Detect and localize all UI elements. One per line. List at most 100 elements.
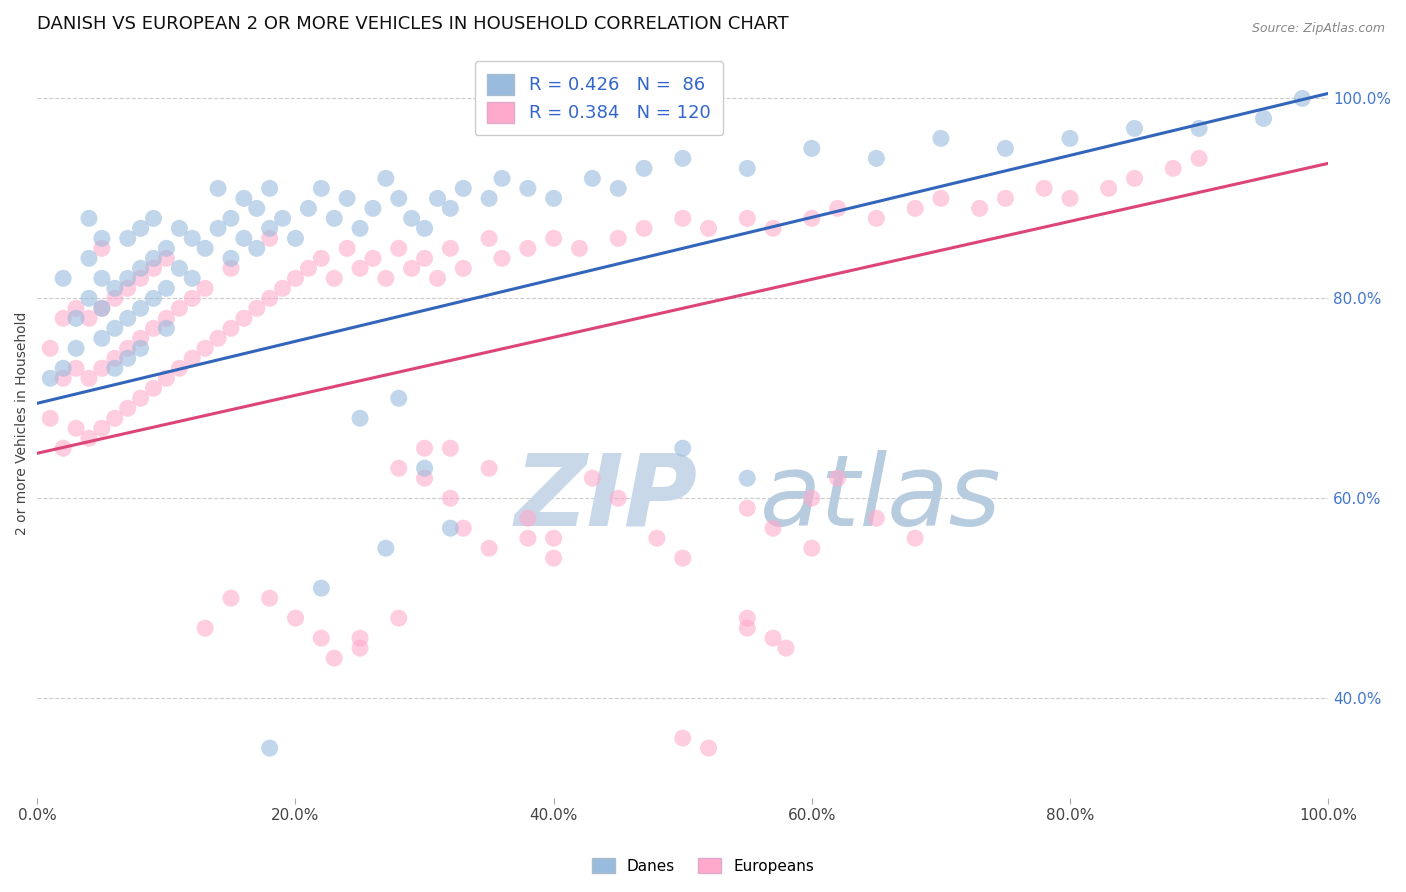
Europeans bbox=[194, 621, 217, 635]
Europeans bbox=[77, 311, 100, 326]
Danes bbox=[401, 211, 423, 226]
Text: atlas: atlas bbox=[761, 450, 1002, 547]
Europeans bbox=[1033, 181, 1056, 195]
Danes bbox=[142, 252, 165, 266]
Danes bbox=[361, 202, 384, 216]
Europeans bbox=[401, 261, 423, 276]
Europeans bbox=[65, 421, 87, 435]
Europeans bbox=[735, 211, 758, 226]
Europeans bbox=[39, 411, 62, 425]
Europeans bbox=[929, 191, 952, 205]
Danes bbox=[129, 301, 152, 316]
Danes bbox=[207, 181, 229, 195]
Europeans bbox=[762, 221, 785, 235]
Europeans bbox=[77, 431, 100, 445]
Europeans bbox=[491, 252, 513, 266]
Danes bbox=[516, 181, 538, 195]
Danes bbox=[219, 252, 242, 266]
Europeans bbox=[1059, 191, 1081, 205]
Danes bbox=[142, 291, 165, 305]
Danes bbox=[1253, 112, 1275, 126]
Europeans bbox=[516, 531, 538, 545]
Danes bbox=[478, 191, 501, 205]
Europeans bbox=[762, 631, 785, 645]
Danes bbox=[142, 211, 165, 226]
Europeans bbox=[413, 252, 436, 266]
Europeans bbox=[775, 641, 797, 656]
Danes bbox=[453, 181, 475, 195]
Danes bbox=[104, 321, 127, 335]
Danes bbox=[491, 171, 513, 186]
Europeans bbox=[77, 371, 100, 385]
Danes bbox=[1291, 91, 1313, 105]
Europeans bbox=[219, 321, 242, 335]
Danes bbox=[413, 221, 436, 235]
Europeans bbox=[1123, 171, 1146, 186]
Danes bbox=[311, 581, 333, 595]
Text: ZIP: ZIP bbox=[515, 450, 697, 547]
Danes bbox=[543, 191, 565, 205]
Europeans bbox=[336, 241, 359, 255]
Europeans bbox=[645, 531, 668, 545]
Europeans bbox=[374, 271, 396, 285]
Europeans bbox=[439, 241, 461, 255]
Europeans bbox=[904, 531, 927, 545]
Danes bbox=[426, 191, 449, 205]
Europeans bbox=[865, 511, 887, 525]
Europeans bbox=[155, 371, 177, 385]
Europeans bbox=[800, 491, 823, 506]
Europeans bbox=[117, 341, 139, 355]
Danes bbox=[104, 281, 127, 295]
Europeans bbox=[1161, 161, 1184, 176]
Europeans bbox=[349, 631, 371, 645]
Danes bbox=[155, 321, 177, 335]
Danes bbox=[865, 152, 887, 166]
Danes bbox=[439, 202, 461, 216]
Europeans bbox=[246, 301, 269, 316]
Danes bbox=[90, 271, 112, 285]
Danes bbox=[104, 361, 127, 376]
Europeans bbox=[827, 202, 849, 216]
Europeans bbox=[323, 271, 346, 285]
Europeans bbox=[142, 381, 165, 395]
Danes bbox=[259, 221, 281, 235]
Danes bbox=[259, 741, 281, 756]
Europeans bbox=[52, 442, 75, 456]
Europeans bbox=[104, 351, 127, 366]
Danes bbox=[1059, 131, 1081, 145]
Europeans bbox=[672, 551, 695, 566]
Danes bbox=[77, 252, 100, 266]
Danes bbox=[117, 231, 139, 245]
Europeans bbox=[762, 521, 785, 535]
Europeans bbox=[439, 491, 461, 506]
Danes bbox=[994, 141, 1017, 155]
Europeans bbox=[568, 241, 591, 255]
Europeans bbox=[259, 231, 281, 245]
Europeans bbox=[904, 202, 927, 216]
Danes bbox=[349, 221, 371, 235]
Europeans bbox=[311, 631, 333, 645]
Danes bbox=[800, 141, 823, 155]
Danes bbox=[607, 181, 630, 195]
Danes bbox=[52, 271, 75, 285]
Europeans bbox=[194, 341, 217, 355]
Danes bbox=[129, 221, 152, 235]
Danes bbox=[581, 171, 603, 186]
Danes bbox=[323, 211, 346, 226]
Danes bbox=[77, 211, 100, 226]
Europeans bbox=[155, 311, 177, 326]
Europeans bbox=[219, 261, 242, 276]
Danes bbox=[246, 241, 269, 255]
Europeans bbox=[633, 221, 655, 235]
Europeans bbox=[39, 341, 62, 355]
Europeans bbox=[516, 241, 538, 255]
Danes bbox=[374, 171, 396, 186]
Europeans bbox=[672, 731, 695, 745]
Danes bbox=[672, 152, 695, 166]
Europeans bbox=[349, 261, 371, 276]
Europeans bbox=[1098, 181, 1121, 195]
Danes bbox=[90, 331, 112, 345]
Europeans bbox=[90, 361, 112, 376]
Europeans bbox=[169, 361, 191, 376]
Danes bbox=[155, 281, 177, 295]
